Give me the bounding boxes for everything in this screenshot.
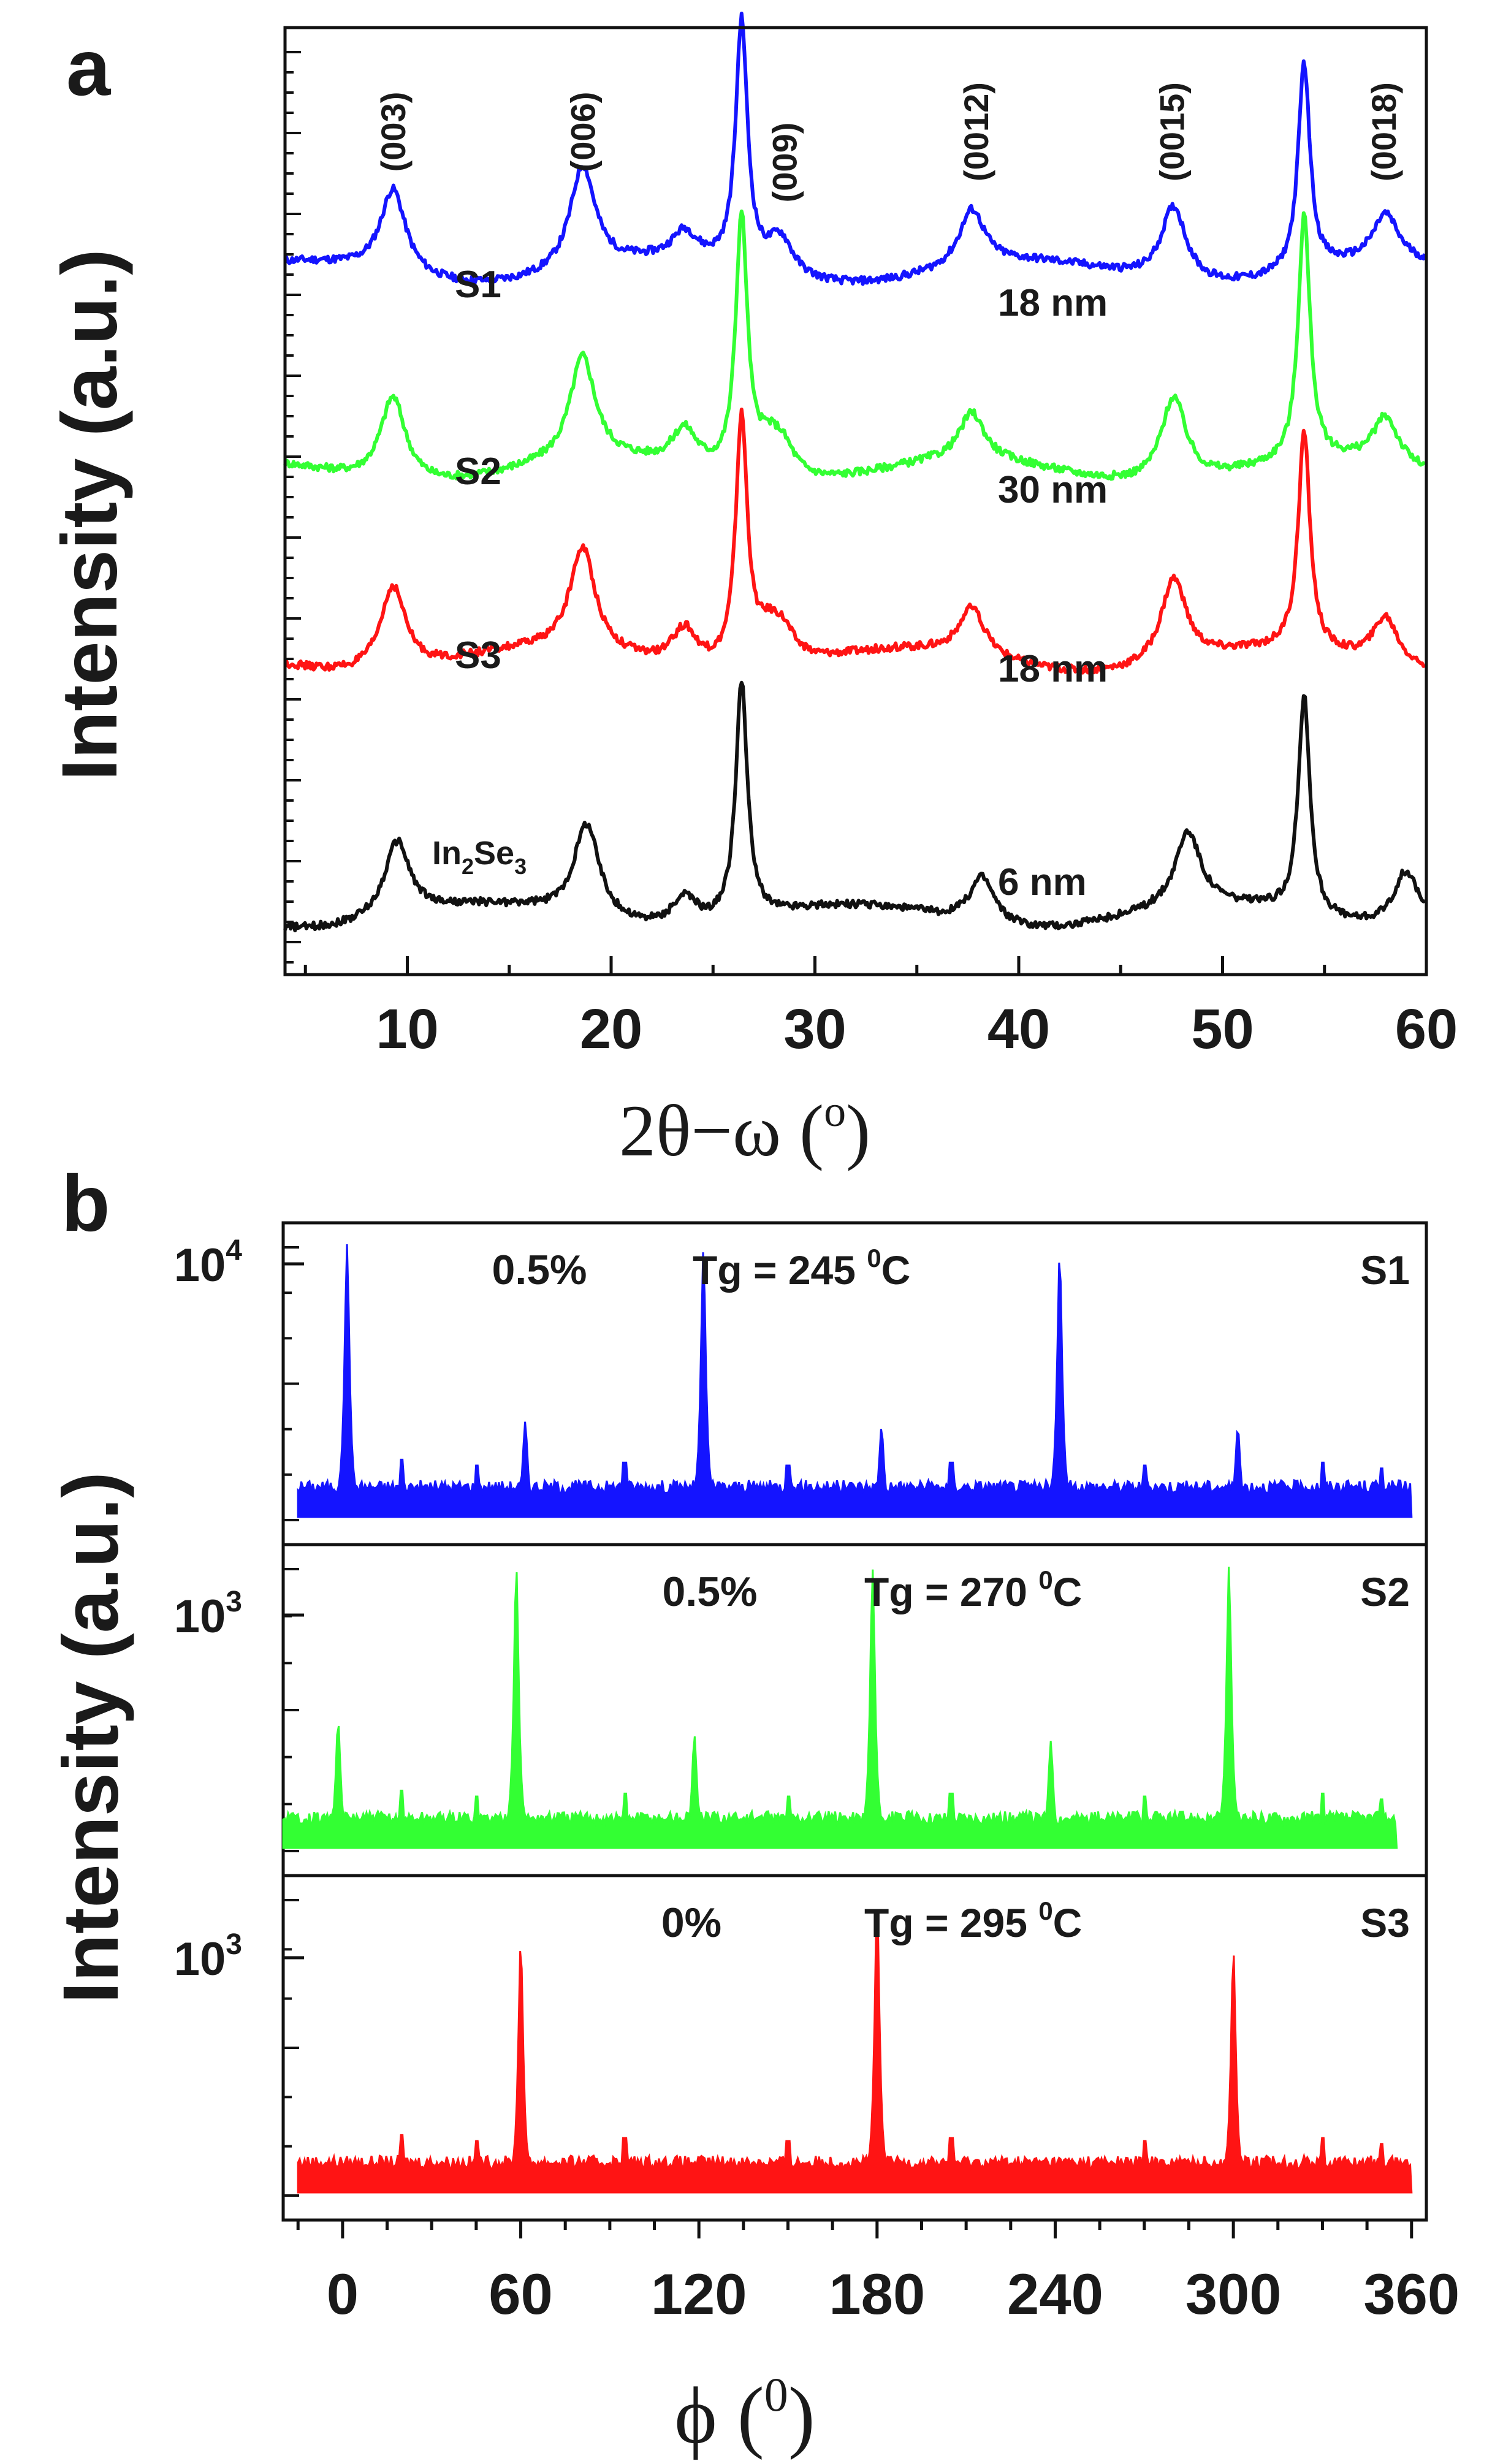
panel-b-x-tick-label: 60	[489, 2262, 553, 2326]
panel-a-x-tick-label: 50	[1191, 998, 1254, 1060]
panel-a-x-tick-label: 60	[1395, 998, 1458, 1060]
panel-a-chart: a Intensity (a.u.) 10 20 30 40 50 60 (003) (00…	[46, 12, 1458, 1171]
y-tick-base: 10	[174, 1591, 226, 1643]
series-label-part: 3	[514, 854, 527, 879]
panel-a-traces	[283, 12, 1427, 933]
tg-text: Tg = 295	[864, 1900, 1038, 1945]
thickness-label-S1: 18 nm	[998, 282, 1108, 324]
trace-In2Se3	[283, 680, 1426, 933]
panel-b-y-axis-label: Intensity (a.u.)	[47, 1472, 135, 2004]
panel-a-label: a	[66, 23, 112, 112]
panel-b-x-axis-label-sup: 0	[764, 2368, 788, 2421]
trace-S2	[282, 1567, 1398, 1849]
y-tick-exponent: 3	[226, 1928, 242, 1961]
panel-a-x-tick-label: 10	[376, 998, 438, 1060]
panel-b-subpanel-S3: 103 0% Tg = 295 0C S3	[174, 1874, 1428, 2222]
trace-S2	[283, 209, 1426, 481]
panel-b-chart: b Intensity (a.u.) 104 0.5% Tg = 245 0C S11…	[47, 1158, 1459, 2460]
panel-b-S1-tg-label: Tg = 245 0C	[693, 1244, 910, 1293]
panel-a-x-axis-label-close: )	[846, 1090, 870, 1171]
panel-a-y-axis-label: Intensity (a.u.)	[46, 249, 134, 781]
peak-label-0: (003)	[374, 92, 413, 172]
y-tick-exponent: 3	[226, 1586, 242, 1618]
series-label-S1: S1	[455, 264, 501, 306]
peak-label-2: (009)	[766, 123, 804, 203]
panel-b-subpanel-S1: 104 0.5% Tg = 245 0C S1	[174, 1221, 1428, 1546]
peak-label-3: (0012)	[957, 82, 995, 181]
panel-b-S3-strain-label: 0%	[661, 1899, 721, 1946]
panel-b-label: b	[61, 1158, 110, 1248]
tg-unit: C	[1053, 1569, 1083, 1614]
panel-a-x-tick-label: 20	[580, 998, 642, 1060]
y-tick-base: 10	[174, 1239, 226, 1291]
panel-b-x-tick-label: 0	[327, 2262, 359, 2326]
panel-b-x-tick-label: 360	[1363, 2262, 1459, 2326]
series-label-part: 2	[462, 854, 474, 879]
thickness-label-S3: 18 nm	[998, 648, 1108, 690]
panel-b-x-ticks: 0 60 120 180 240 300 360	[296, 2220, 1459, 2326]
panel-a-x-axis-label-text: 2θ−ω (	[619, 1090, 824, 1171]
panel-a-peak-labels: (003) (006) (009) (0012) (0015) (0018)	[374, 82, 1403, 202]
panel-a-x-tick-label: 40	[987, 998, 1050, 1060]
panel-a-x-axis-label: 2θ−ω (o)	[619, 1087, 870, 1171]
panel-b-subpanel-S2: 103 0.5% Tg = 270 0C S2	[174, 1543, 1428, 1877]
peak-label-1: (006)	[563, 92, 602, 172]
panel-a-frame	[283, 26, 1428, 976]
panel-b-x-tick-label: 180	[829, 2262, 925, 2326]
panel-b-x-axis-label: ϕ (0)	[674, 2368, 815, 2460]
panel-b-x-tick-label: 300	[1185, 2262, 1282, 2326]
panel-b-S3-name: S3	[1360, 1900, 1410, 1945]
panel-a-series-labels: S1 18 nm S2 30 nm S3 18 nm In2Se3 6 nm	[432, 264, 1108, 903]
series-label-S3: S3	[455, 634, 501, 677]
panel-a-x-ticks: 10 20 30 40 50 60	[303, 956, 1458, 1060]
panel-b-S2-name: S2	[1360, 1569, 1410, 1614]
panel-a-axes-box	[283, 26, 1428, 976]
panel-a-x-axis-label-sup: o	[824, 1087, 846, 1136]
thickness-label-In2Se3: 6 nm	[998, 861, 1087, 903]
trace-S3	[297, 1914, 1413, 2194]
series-label-S2: S2	[455, 451, 501, 493]
series-label-part: In	[432, 835, 462, 872]
tg-superscript: 0	[1038, 1565, 1052, 1594]
panel-b-x-axis-label-close: )	[788, 2370, 815, 2460]
peak-label-4: (0015)	[1152, 82, 1191, 181]
panel-b-x-axis-label-text: ϕ (	[674, 2370, 764, 2460]
panel-b-S1-y-tick-label: 104	[174, 1234, 243, 1291]
tg-superscript: 0	[1038, 1896, 1052, 1925]
tg-text: Tg = 270	[864, 1569, 1038, 1614]
panel-b-S2-strain-label: 0.5%	[663, 1569, 758, 1615]
panel-a-x-tick-label: 30	[783, 998, 846, 1060]
trace-S3	[284, 408, 1426, 675]
series-label-In2Se3: In2Se3	[432, 835, 527, 879]
peak-label-5: (0018)	[1364, 82, 1403, 181]
thickness-label-S2: 30 nm	[998, 469, 1108, 511]
trace-S1	[297, 1244, 1413, 1518]
panel-b-x-tick-label: 120	[651, 2262, 747, 2326]
panel-b-S1-strain-label: 0.5%	[492, 1247, 587, 1293]
tg-text: Tg = 245	[693, 1247, 867, 1293]
tg-unit: C	[881, 1247, 911, 1293]
panel-b-S2-tg-label: Tg = 270 0C	[864, 1565, 1082, 1614]
panel-b-S2-y-tick-label: 103	[174, 1586, 242, 1643]
panel-b-S3-tg-label: Tg = 295 0C	[864, 1896, 1082, 1945]
panel-b-S1-name: S1	[1360, 1247, 1410, 1293]
panel-b-S3-y-tick-label: 103	[174, 1928, 242, 1985]
tg-unit: C	[1053, 1900, 1083, 1945]
tg-superscript: 0	[867, 1244, 881, 1272]
y-tick-exponent: 4	[226, 1234, 242, 1267]
series-label-part: Se	[474, 835, 514, 872]
trace-S1	[283, 12, 1427, 286]
y-tick-base: 10	[174, 1933, 226, 1985]
panel-b-x-tick-label: 240	[1007, 2262, 1103, 2326]
